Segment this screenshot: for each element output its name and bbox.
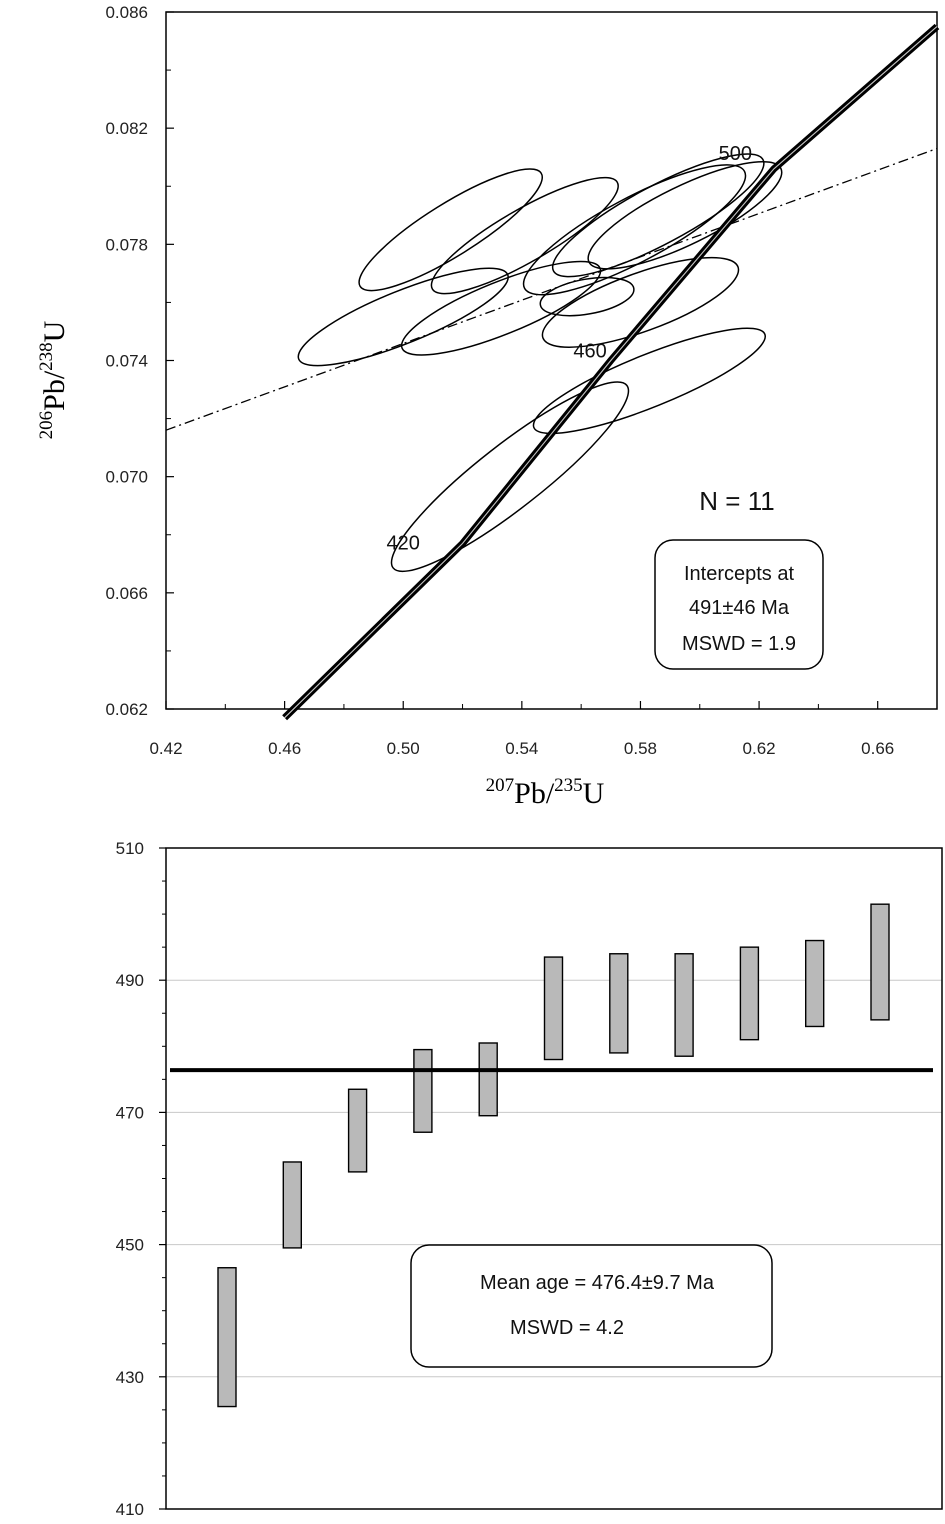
mean-age-y-tick-label: 410: [116, 1500, 144, 1519]
concordia-age-label: 500: [719, 143, 752, 165]
age-error-bar: [478, 1042, 498, 1117]
concordia-x-tick-label: 0.50: [387, 739, 420, 758]
concordia-y-tick-label: 0.086: [105, 3, 148, 22]
concordia-x-tick-label: 0.58: [624, 739, 657, 758]
mean-age-y-tick-label: 470: [116, 1103, 144, 1122]
age-error-bar: [870, 903, 890, 1021]
concordia-y-tick-label: 0.070: [105, 468, 148, 487]
age-error-bar: [413, 1048, 433, 1133]
error-ellipse: [532, 327, 766, 435]
concordia-curve-core: [284, 26, 938, 718]
concordia-x-axis: 0.42 0.46 0.50 0.54 0.58 0.62 0.66: [149, 701, 894, 758]
mean-info-box: [410, 1244, 773, 1368]
discordia-line: [165, 147, 938, 431]
concordia-curve-highlight: [284, 26, 938, 719]
age-error-bar: [609, 953, 629, 1054]
error-ellipse: [390, 381, 630, 573]
concordia-age-labels: 420 460 500: [387, 143, 752, 554]
error-ellipses: [297, 153, 783, 573]
intercept-info-line-1: Intercepts at: [684, 563, 795, 585]
concordia-age-label: 420: [387, 532, 420, 554]
intercept-info-box: [654, 539, 824, 670]
mean-age-y-tick-label: 490: [116, 971, 144, 990]
concordia-y-tick-label: 0.074: [105, 352, 148, 371]
concordia-y-tick-label: 0.082: [105, 119, 148, 138]
error-ellipse: [551, 153, 765, 278]
n-label: N = 11: [699, 486, 774, 516]
concordia-chart: 0.062 0.066 0.070 0.074 0.078 0.082 0.086 0.42…: [36, 3, 940, 810]
concordia-y-axis: 0.062 0.066 0.070 0.074 0.078 0.082 0.086: [105, 3, 174, 719]
concordia-x-tick-label: 0.42: [149, 739, 182, 758]
concordia-x-tick-label: 0.54: [505, 739, 538, 758]
concordia-x-axis-title: 207Pb/235U: [486, 775, 605, 810]
error-ellipse: [587, 160, 783, 270]
concordia-curve-path: [282, 23, 940, 721]
error-ellipse: [358, 168, 544, 292]
age-error-bar: [739, 946, 760, 1041]
age-error-bar: [805, 939, 825, 1028]
age-error-bar: [282, 1161, 302, 1249]
mean-info-line-1: Mean age = 476.4±9.7 Ma: [480, 1272, 715, 1294]
concordia-curve: [282, 23, 940, 721]
mean-age-y-tick-label: 430: [116, 1368, 144, 1387]
error-ellipse: [522, 164, 747, 296]
age-error-bar: [217, 1267, 237, 1408]
mean-age-chart: 410 430 450 470 490 510 Mean age = 476.4±9.7 …: [116, 839, 943, 1519]
intercept-info-line-2: 491±46 Ma: [689, 597, 790, 619]
intercept-info-line-3: MSWD = 1.9: [682, 633, 796, 655]
mean-age-y-axis: 410 430 450 470 490 510: [116, 839, 166, 1519]
concordia-age-label: 460: [573, 341, 606, 363]
mean-age-y-tick-label: 450: [116, 1236, 144, 1255]
mean-age-gridlines: [166, 847, 942, 1510]
concordia-x-tick-label: 0.66: [861, 739, 894, 758]
concordia-y-axis-title: 206Pb/238U: [36, 320, 71, 439]
concordia-x-tick-label: 0.46: [268, 739, 301, 758]
error-ellipse: [539, 276, 635, 317]
error-ellipse: [297, 267, 509, 367]
age-error-bar: [674, 953, 694, 1057]
concordia-x-tick-label: 0.62: [743, 739, 776, 758]
mean-age-y-tick-label: 510: [116, 839, 144, 858]
concordia-y-tick-label: 0.078: [105, 235, 148, 254]
concordia-y-tick-label: 0.062: [105, 700, 148, 719]
discordia-line-path: [165, 147, 938, 431]
mean-info-line-2: MSWD = 4.2: [510, 1317, 624, 1339]
mean-age-plot-frame: [165, 847, 943, 1510]
age-error-bar: [543, 956, 564, 1061]
age-error-bar: [347, 1088, 368, 1173]
concordia-y-tick-label: 0.066: [105, 584, 148, 603]
error-ellipse: [541, 256, 740, 348]
